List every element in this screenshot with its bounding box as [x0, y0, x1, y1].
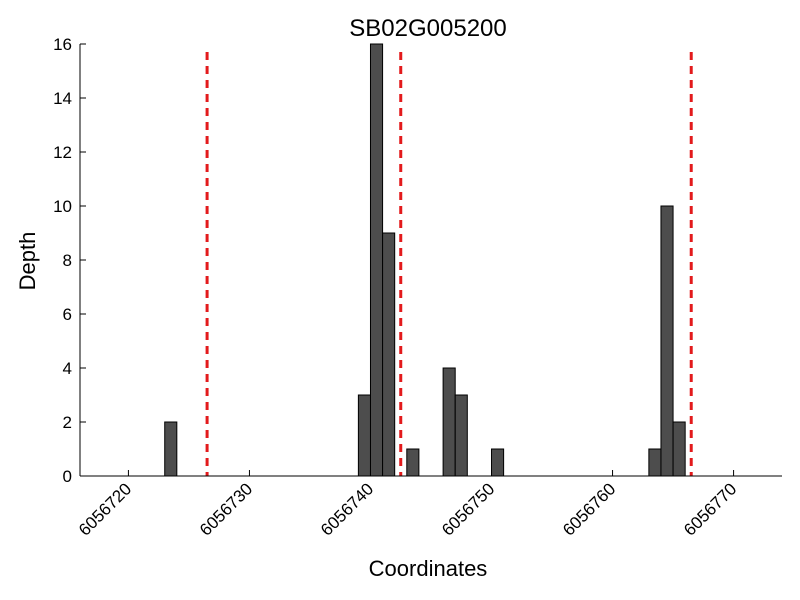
bar	[406, 448, 420, 477]
bar	[454, 394, 468, 477]
y-tick-label: 10	[53, 197, 72, 216]
bar	[442, 367, 456, 477]
x-tick-label: 6056750	[438, 479, 498, 539]
x-tick-label: 6056720	[75, 479, 135, 539]
bar	[164, 421, 178, 477]
bar	[357, 394, 371, 477]
x-axis-label: Coordinates	[369, 556, 488, 581]
y-tick-label: 14	[53, 89, 72, 108]
bar	[491, 448, 505, 477]
chart-title: SB02G005200	[349, 15, 506, 42]
bar	[369, 43, 384, 477]
x-tick-label: 6056770	[680, 479, 740, 539]
y-tick-label: 8	[63, 251, 72, 270]
bar	[660, 205, 674, 477]
x-tick-label: 6056730	[196, 479, 256, 539]
y-tick-label: 16	[53, 35, 72, 54]
bars-group	[164, 43, 686, 477]
y-tick-label: 2	[63, 413, 72, 432]
x-ticks: 6056720 6056730 6056740 6056750 6056760 60567…	[75, 470, 740, 540]
bar	[672, 421, 686, 477]
bar	[382, 232, 396, 477]
y-tick-label: 12	[53, 143, 72, 162]
x-tick-label: 6056740	[317, 479, 377, 539]
y-axis-label: Depth	[15, 232, 40, 291]
y-tick-label: 4	[63, 359, 72, 378]
position-markers	[205, 52, 693, 476]
y-ticks: 0 2 4 6 8 10 12 14 16	[53, 35, 86, 486]
y-tick-label: 6	[63, 305, 72, 324]
bar	[648, 448, 662, 477]
y-tick-label: 0	[63, 467, 72, 486]
x-tick-label: 6056760	[559, 479, 619, 539]
